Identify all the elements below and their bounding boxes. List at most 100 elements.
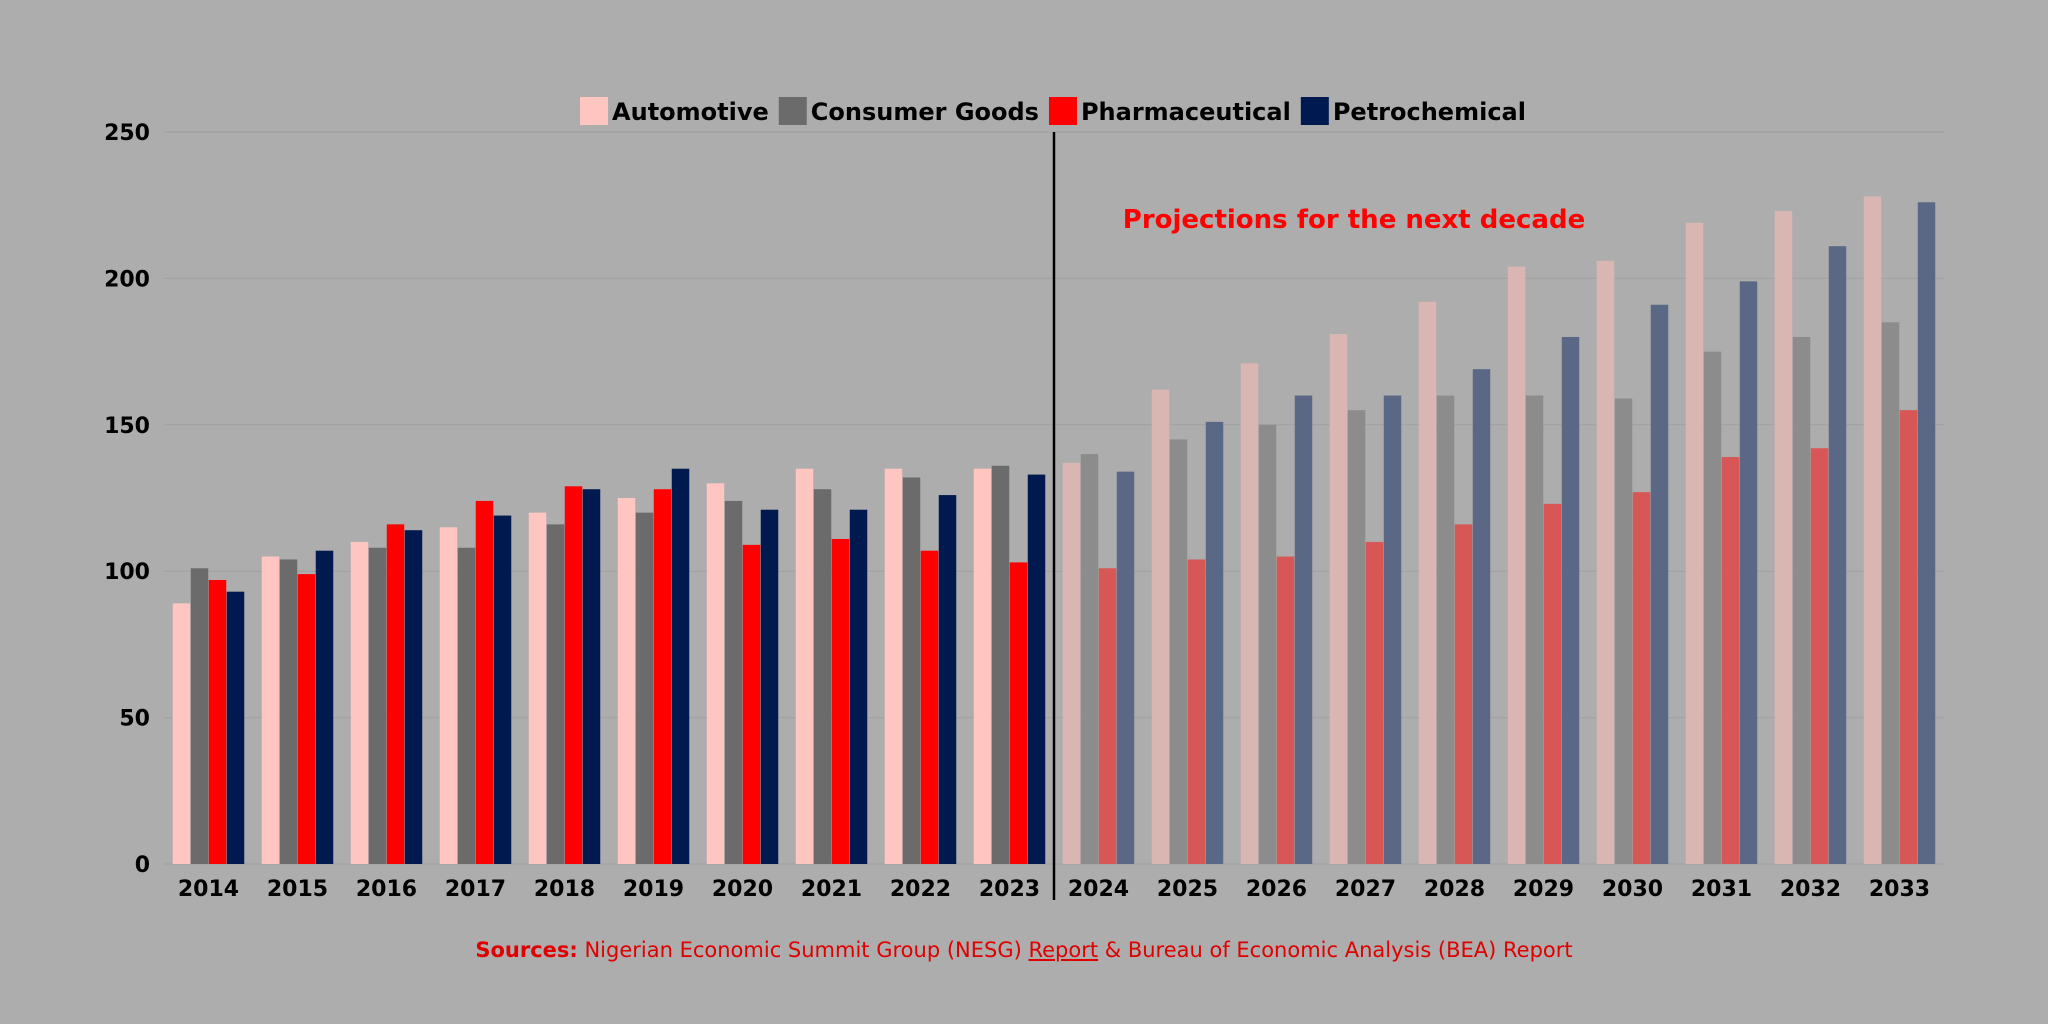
bar-consumer-goods-2033: [1881, 322, 1900, 864]
y-axis: 0 50 100 150 200 250: [104, 121, 150, 878]
bar-pharmaceutical-2026: [1276, 556, 1295, 864]
bar-consumer-goods-2030: [1614, 398, 1633, 864]
report-link[interactable]: Report: [1028, 938, 1099, 962]
legend-label: Consumer Goods: [811, 98, 1039, 126]
bar-pharmaceutical-2020: [742, 544, 761, 864]
bar-automotive-2029: [1507, 266, 1526, 864]
bar-petrochemical-2023: [1027, 474, 1046, 864]
bar-petrochemical-2017: [493, 515, 512, 864]
bar-consumer-goods-2023: [991, 465, 1010, 864]
y-tick-label: 0: [135, 853, 150, 878]
legend-item-consumer-goods: Consumer Goods: [778, 97, 1039, 126]
legend-swatch: [1300, 97, 1329, 125]
x-tick-label: 2015: [267, 877, 328, 902]
bar-consumer-goods-2028: [1436, 395, 1455, 864]
bar-pharmaceutical-2033: [1899, 410, 1918, 864]
bar-pharmaceutical-2031: [1721, 457, 1740, 864]
x-tick-label: 2031: [1691, 877, 1752, 902]
bar-petrochemical-2029: [1561, 336, 1580, 865]
x-tick-label: 2028: [1424, 877, 1485, 902]
bar-petrochemical-2019: [671, 468, 690, 864]
x-tick-label: 2021: [801, 877, 862, 902]
bar-petrochemical-2032: [1828, 246, 1847, 864]
legend-label: Pharmaceutical: [1081, 98, 1291, 126]
sources-text-2: & Bureau of Economic Analysis (BEA) Repo…: [1098, 938, 1573, 962]
bar-consumer-goods-2018: [546, 524, 565, 864]
x-tick-label: 2026: [1246, 877, 1307, 902]
bar-automotive-2014: [172, 603, 191, 864]
x-tick-label: 2016: [356, 877, 417, 902]
bar-group: [172, 196, 1936, 865]
legend-swatch: [778, 97, 807, 125]
bar-automotive-2023: [973, 468, 992, 864]
x-tick-label: 2032: [1780, 877, 1841, 902]
bar-automotive-2026: [1240, 363, 1259, 864]
sources-text-1: Nigerian Economic Summit Group (NESG): [577, 938, 1029, 962]
bar-petrochemical-2025: [1205, 421, 1224, 864]
bar-automotive-2024: [1062, 462, 1081, 864]
bar-automotive-2028: [1418, 301, 1437, 865]
sources-label: Sources:: [475, 938, 578, 962]
bar-consumer-goods-2029: [1525, 395, 1544, 864]
bar-pharmaceutical-2021: [831, 538, 850, 864]
bar-consumer-goods-2014: [190, 568, 209, 864]
x-tick-label: 2017: [445, 877, 506, 902]
bar-petrochemical-2026: [1294, 395, 1313, 864]
x-tick-label: 2019: [623, 877, 684, 902]
bar-automotive-2027: [1329, 334, 1348, 865]
bar-petrochemical-2021: [849, 509, 868, 864]
bar-consumer-goods-2021: [813, 489, 832, 864]
legend-swatch: [580, 97, 609, 125]
bar-petrochemical-2014: [226, 591, 245, 864]
x-tick-label: 2033: [1869, 877, 1930, 902]
bar-consumer-goods-2017: [457, 547, 476, 864]
bar-pharmaceutical-2028: [1454, 524, 1473, 864]
bar-consumer-goods-2026: [1258, 424, 1277, 864]
y-tick-label: 100: [104, 560, 150, 585]
sources-note: Sources: Nigerian Economic Summit Group …: [0, 938, 2048, 962]
bar-petrochemical-2020: [760, 509, 779, 864]
bar-petrochemical-2027: [1383, 395, 1402, 864]
bar-automotive-2021: [795, 468, 814, 864]
bar-automotive-2025: [1151, 389, 1170, 864]
bar-automotive-2022: [884, 468, 903, 864]
bar-pharmaceutical-2018: [564, 486, 583, 864]
bar-petrochemical-2018: [582, 489, 601, 864]
x-tick-label: 2022: [890, 877, 951, 902]
y-tick-label: 50: [119, 707, 150, 732]
y-tick-label: 250: [104, 121, 150, 146]
legend-label: Petrochemical: [1333, 98, 1526, 126]
bar-pharmaceutical-2025: [1187, 559, 1206, 864]
legend-swatch: [1048, 97, 1077, 125]
bar-petrochemical-2033: [1917, 202, 1936, 865]
bar-automotive-2031: [1685, 222, 1704, 864]
bar-consumer-goods-2025: [1169, 439, 1188, 864]
bar-petrochemical-2022: [938, 495, 957, 864]
bar-automotive-2015: [261, 556, 280, 864]
bar-petrochemical-2028: [1472, 369, 1491, 864]
bar-petrochemical-2015: [315, 550, 334, 864]
bar-automotive-2020: [706, 483, 725, 864]
bar-petrochemical-2031: [1739, 281, 1758, 864]
legend: Automotive Consumer Goods Pharmaceutical Pe…: [580, 97, 1526, 126]
bar-consumer-goods-2016: [368, 547, 387, 864]
bar-consumer-goods-2020: [724, 500, 743, 864]
x-tick-label: 2020: [712, 877, 773, 902]
x-tick-label: 2027: [1335, 877, 1396, 902]
y-tick-label: 150: [104, 414, 150, 439]
bar-pharmaceutical-2023: [1009, 562, 1028, 864]
bar-automotive-2016: [350, 541, 369, 864]
bar-pharmaceutical-2017: [475, 500, 494, 864]
bar-consumer-goods-2022: [902, 477, 921, 864]
x-tick-label: 2018: [534, 877, 595, 902]
bar-automotive-2032: [1774, 211, 1793, 864]
bar-consumer-goods-2032: [1792, 336, 1811, 865]
x-tick-label: 2025: [1157, 877, 1218, 902]
bar-consumer-goods-2015: [279, 559, 298, 864]
bar-petrochemical-2016: [404, 530, 423, 864]
x-tick-label: 2024: [1068, 877, 1129, 902]
bar-pharmaceutical-2022: [920, 550, 939, 864]
x-tick-label: 2023: [979, 877, 1040, 902]
x-tick-label: 2030: [1602, 877, 1663, 902]
